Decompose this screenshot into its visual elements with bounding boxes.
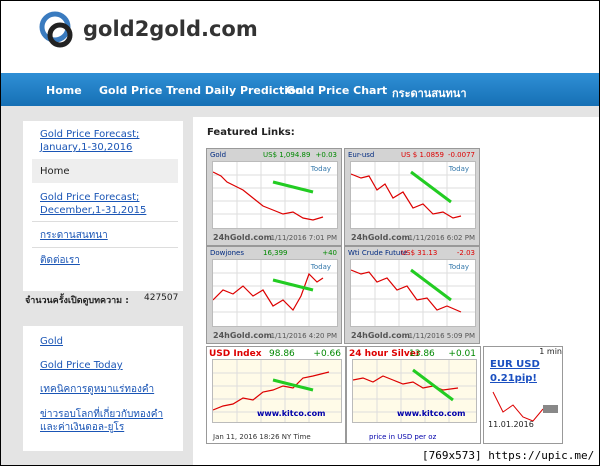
price-line: [351, 269, 462, 313]
chart-tag: Today: [448, 263, 469, 271]
price-line: [351, 173, 462, 219]
chart-change: +0.03: [315, 151, 337, 159]
sidebar-box: [23, 326, 183, 451]
chart-tag: Today: [310, 165, 331, 173]
separator: [32, 247, 178, 248]
trend-arrow: [272, 378, 314, 392]
chart-site: www.kitco.com: [257, 409, 326, 418]
logo-icon: [39, 11, 73, 48]
chart-plot: [350, 161, 476, 229]
side-link[interactable]: กระดานสนทนา: [40, 230, 108, 241]
chart-site: 24hGold.com: [213, 331, 272, 340]
chart-title: Eur-usd: [348, 151, 375, 159]
chart-price: US$ 31.13: [401, 249, 438, 257]
price-box: [543, 405, 558, 413]
trend-arrow: [272, 180, 314, 194]
nav-item[interactable]: กระดานสนทนา: [392, 87, 467, 100]
sidebar-box: [23, 121, 183, 291]
chart-plot: [212, 359, 342, 423]
side-link[interactable]: Gold Price Today: [40, 360, 123, 371]
trend-arrow: [410, 268, 452, 302]
chart-tag: Today: [310, 263, 331, 271]
side-link[interactable]: เทคนิคการดูหมาแร่ทองคำ: [40, 384, 155, 395]
chart-price: US$ 1,094.89: [263, 151, 311, 159]
chart-time: Jan 11, 2016 18:26 NY Time: [213, 433, 311, 441]
price-line: [213, 272, 324, 311]
section-title: Featured Links:: [207, 127, 295, 138]
chart-title: Gold: [210, 151, 227, 159]
chart-change: +0.66: [313, 349, 341, 359]
chart-title: Wti Crude Future: [348, 249, 408, 257]
chart-site: www.kitco.com: [397, 409, 466, 418]
trend-arrow: [272, 278, 314, 292]
side-link[interactable]: Gold Price Forecast; December,1-31,2015: [40, 192, 147, 216]
side-link[interactable]: ติดต่อเรา: [40, 255, 80, 266]
chart-title: 24 hour Silver: [349, 349, 421, 359]
chart-panel[interactable]: EUR USD 0.21pip! 1 min 11.01.2016: [483, 346, 563, 444]
side-link[interactable]: Home: [40, 166, 70, 177]
counter-label: จำนวนครั้งเปิดดูบทความ :: [25, 296, 129, 306]
chart-title: EUR USD: [490, 359, 540, 370]
chart-panel[interactable]: Wti Crude Future US$ 31.13 -2.03 Today 24hGo…: [344, 246, 480, 344]
side-link[interactable]: Gold: [40, 336, 63, 347]
chart-time: 1/11/2016 7:01 PM: [270, 234, 337, 242]
trend-arrow: [412, 368, 454, 402]
logo-text[interactable]: gold2gold.com: [83, 17, 258, 41]
watermark-url: https://upic.me/: [488, 449, 595, 462]
mini-plot: [492, 391, 558, 422]
side-active: [32, 159, 178, 183]
chart-site: 24hGold.com: [213, 233, 272, 242]
price-line: [213, 371, 330, 411]
chart-panel[interactable]: Gold US$ 1,094.89 +0.03 Today 24hGold.com 1/1…: [206, 148, 342, 246]
separator: [32, 221, 178, 222]
chart-title: Dowjones: [210, 249, 245, 257]
chart-time: 11.01.2016: [488, 420, 534, 429]
chart-change: -0.0077: [447, 151, 475, 159]
chart-price: 16,399: [263, 249, 288, 257]
nav-item[interactable]: Gold Price Chart: [286, 84, 388, 97]
chart-time: 1/11/2016 6:02 PM: [408, 234, 475, 242]
chart-price: 13.86: [409, 349, 435, 359]
chart-change: +0.01: [448, 349, 476, 359]
chart-time: price in USD per oz: [369, 433, 437, 441]
chart-price: 0.21pip!: [490, 373, 537, 384]
nav-item[interactable]: Home: [46, 84, 82, 97]
chart-plot: [212, 259, 338, 327]
chart-site: 24hGold.com: [351, 233, 410, 242]
trend-arrow: [410, 170, 452, 204]
chart-panel[interactable]: Eur-usd US $ 1.0859 -0.0077 Today 24hGold.co…: [344, 148, 480, 246]
chart-panel[interactable]: Dowjones 16,399 +40 Today 24hGold.com 1/11/20…: [206, 246, 342, 344]
chart-site: 24hGold.com: [351, 331, 410, 340]
counter-value: 427507: [144, 293, 179, 303]
chart-price: 98.86: [269, 349, 295, 359]
chart-panel[interactable]: 24 hour Silver 13.86 +0.01 www.kitco.com pri…: [346, 346, 481, 444]
price-line: [353, 375, 459, 391]
chart-plot: [350, 259, 476, 327]
chart-change: -2.03: [456, 249, 475, 257]
chart-price: US $ 1.0859: [401, 151, 444, 159]
chart-time: 1/11/2016 5:09 PM: [408, 332, 475, 340]
chart-plot: [212, 161, 338, 229]
side-link[interactable]: Gold Price Forecast; January,1-30,2016: [40, 129, 140, 153]
chart-panel[interactable]: USD Index 98.86 +0.66 www.kitco.com Jan 11, …: [206, 346, 346, 444]
price-line: [213, 171, 324, 221]
watermark-size: [769x573]: [422, 449, 482, 462]
side-link[interactable]: ข่าวรอบโลกที่เกี่ยวกับทองคำและค่าเงินดอล…: [40, 409, 164, 433]
price-line: [492, 391, 544, 422]
chart-change: +40: [322, 249, 337, 257]
chart-title: USD Index: [209, 349, 262, 359]
nav-bar: [1, 73, 599, 106]
watermark: [769x573] https://upic.me/: [419, 448, 598, 463]
header: gold2gold.com: [1, 1, 599, 73]
chart-tag: 1 min: [539, 347, 562, 356]
chart-plot: [352, 359, 477, 423]
chart-tag: Today: [448, 165, 469, 173]
chart-time: 1/11/2016 4:20 PM: [270, 332, 337, 340]
nav-item[interactable]: Gold Price Trend Daily Prediction: [99, 84, 304, 97]
